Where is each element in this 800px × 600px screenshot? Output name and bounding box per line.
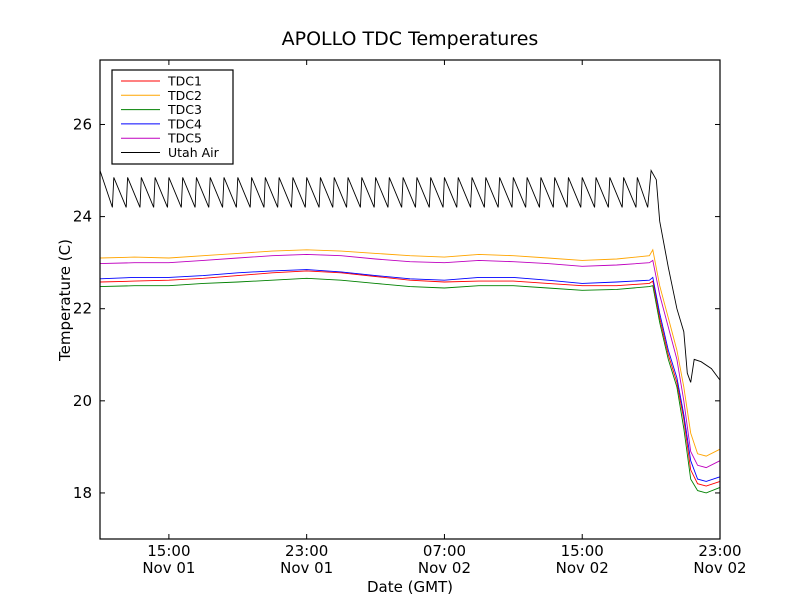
series-layer bbox=[99, 169, 721, 494]
y-tick-label: 18 bbox=[73, 484, 92, 502]
y-axis-label: Temperature (C) bbox=[56, 239, 74, 362]
x-tick-date-label: Nov 02 bbox=[556, 559, 609, 577]
legend-label-utah-air: Utah Air bbox=[168, 145, 220, 160]
x-tick-label: 23:00 bbox=[285, 542, 328, 560]
series-line-tdc3 bbox=[99, 277, 721, 494]
legend-box bbox=[111, 69, 234, 165]
x-axis-label: Date (GMT) bbox=[367, 578, 453, 596]
x-tick-label: 15:00 bbox=[147, 542, 190, 560]
legend-label-tdc2: TDC2 bbox=[167, 88, 202, 103]
legend-label-tdc4: TDC4 bbox=[167, 116, 202, 131]
x-tick-date-label: Nov 02 bbox=[693, 559, 746, 577]
chart-title: APOLLO TDC Temperatures bbox=[282, 28, 539, 50]
x-tick-label: 23:00 bbox=[698, 542, 741, 560]
x-tick-date-label: Nov 02 bbox=[418, 559, 471, 577]
series-line-tdc1 bbox=[99, 270, 721, 487]
legend-label-tdc3: TDC3 bbox=[167, 102, 202, 117]
plot-frame bbox=[99, 59, 721, 540]
series-line-tdc5 bbox=[99, 253, 721, 469]
y-tick-label: 26 bbox=[73, 115, 92, 133]
x-tick-date-label: Nov 01 bbox=[142, 559, 195, 577]
series-line-tdc4 bbox=[99, 269, 721, 482]
legend-label-tdc1: TDC1 bbox=[167, 74, 202, 89]
y-tick-label: 22 bbox=[73, 300, 92, 318]
y-tick-label: 24 bbox=[73, 208, 92, 226]
x-tick-label: 07:00 bbox=[423, 542, 466, 560]
series-line-tdc2 bbox=[99, 248, 721, 457]
series-line-utah-air bbox=[99, 169, 721, 383]
y-tick-label: 20 bbox=[73, 392, 92, 410]
legend-label-tdc5: TDC5 bbox=[167, 131, 202, 146]
x-tick-date-label: Nov 01 bbox=[280, 559, 333, 577]
x-tick-label: 15:00 bbox=[561, 542, 604, 560]
